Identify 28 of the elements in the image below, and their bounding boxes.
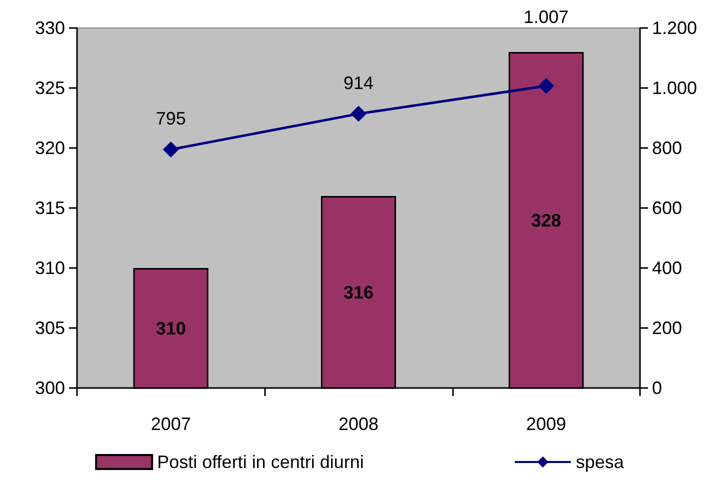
y2-tick-label: 400	[652, 258, 682, 278]
y2-tick-label: 600	[652, 198, 682, 218]
y2-tick-label: 800	[652, 138, 682, 158]
y2-tick-label: 200	[652, 318, 682, 338]
data-label: 310	[156, 318, 186, 338]
y2-tick-label: 1.200	[652, 18, 698, 38]
y-tick-label: 325	[34, 78, 65, 98]
data-label: 1.007	[524, 7, 569, 27]
y-tick-label: 330	[34, 18, 65, 38]
data-label: 914	[343, 72, 374, 93]
x-tick-label: 2008	[338, 414, 379, 434]
point	[350, 106, 366, 122]
y-tick-label: 300	[34, 378, 65, 398]
x-tick-label: 2007	[150, 414, 191, 434]
y2-tick-label: 1.000	[652, 78, 698, 98]
data-label: 316	[343, 282, 374, 302]
x-tick-label: 2009	[526, 414, 566, 434]
point	[538, 78, 554, 94]
data-label: 328	[531, 210, 562, 230]
legend-label: spesa	[576, 452, 625, 472]
data-label: 795	[156, 108, 186, 128]
y-tick-label: 310	[34, 258, 65, 278]
y-tick-label: 305	[34, 318, 65, 338]
legend-label: Posti offerti in centri diurni	[157, 452, 364, 472]
point	[162, 142, 179, 158]
y-tick-label: 315	[34, 198, 65, 218]
y-tick-label: 320	[34, 138, 65, 158]
y2-tick-label: 0	[652, 378, 662, 398]
